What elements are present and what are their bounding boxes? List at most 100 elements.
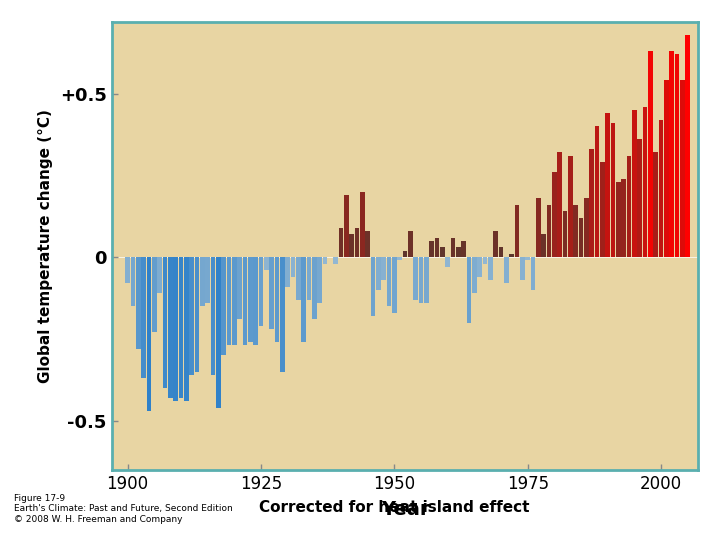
Bar	[526, 257, 530, 260]
Bar	[435, 238, 439, 257]
Bar	[621, 179, 626, 257]
Bar	[312, 257, 317, 319]
Bar	[654, 152, 658, 257]
Bar	[440, 247, 445, 257]
Bar	[552, 172, 557, 257]
Bar	[419, 257, 423, 303]
Bar	[189, 257, 194, 375]
Bar	[355, 228, 359, 257]
Bar	[685, 35, 690, 257]
Bar	[338, 228, 343, 257]
Bar	[659, 120, 663, 257]
Bar	[382, 257, 386, 280]
Bar	[584, 198, 589, 257]
Bar	[200, 257, 204, 306]
Bar	[408, 231, 413, 257]
Bar	[472, 257, 477, 293]
Bar	[643, 107, 647, 257]
Bar	[136, 257, 140, 349]
Bar	[349, 234, 354, 257]
Bar	[451, 238, 455, 257]
Bar	[158, 257, 162, 293]
Bar	[680, 80, 685, 257]
Bar	[291, 257, 295, 277]
Bar	[616, 182, 621, 257]
Bar	[216, 257, 220, 408]
Bar	[125, 257, 130, 284]
Bar	[365, 231, 370, 257]
Bar	[184, 257, 189, 401]
Bar	[205, 257, 210, 303]
Bar	[446, 257, 450, 267]
Bar	[333, 257, 338, 264]
Bar	[482, 257, 487, 264]
Bar	[211, 257, 215, 375]
Bar	[664, 80, 669, 257]
Bar	[168, 257, 173, 398]
Bar	[174, 257, 178, 401]
Bar	[648, 51, 652, 257]
Bar	[568, 156, 572, 257]
Bar	[152, 257, 156, 333]
Bar	[376, 257, 381, 290]
Bar	[248, 257, 253, 342]
Text: Figure 17-9
Earth's Climate: Past and Future, Second Edition
© 2008 W. H. Freema: Figure 17-9 Earth's Climate: Past and Fu…	[14, 494, 233, 524]
Bar	[318, 257, 322, 303]
Bar	[493, 231, 498, 257]
Bar	[221, 257, 226, 355]
Bar	[670, 51, 674, 257]
Bar	[238, 257, 242, 319]
Bar	[397, 257, 402, 260]
Bar	[579, 218, 583, 257]
Bar	[392, 257, 397, 313]
Bar	[462, 241, 466, 257]
Bar	[258, 257, 264, 326]
Bar	[387, 257, 391, 306]
Bar	[179, 257, 183, 398]
Bar	[541, 234, 546, 257]
Bar	[563, 211, 567, 257]
Bar	[307, 257, 311, 300]
Bar	[510, 254, 514, 257]
Bar	[557, 152, 562, 257]
Bar	[675, 55, 680, 257]
Bar	[424, 257, 428, 303]
Bar	[531, 257, 535, 290]
Bar	[280, 257, 284, 372]
Bar	[590, 149, 594, 257]
X-axis label: Year: Year	[381, 500, 429, 518]
Bar	[323, 257, 328, 264]
Bar	[302, 257, 306, 342]
Bar	[520, 257, 525, 280]
Bar	[515, 205, 519, 257]
Bar	[456, 247, 461, 257]
Bar	[573, 205, 578, 257]
Bar	[269, 257, 274, 329]
Bar	[264, 257, 269, 270]
Bar	[344, 195, 348, 257]
Bar	[595, 126, 599, 257]
Bar	[371, 257, 375, 316]
Bar	[243, 257, 247, 346]
Bar	[637, 139, 642, 257]
Bar	[467, 257, 472, 322]
Bar	[606, 113, 610, 257]
Bar	[141, 257, 146, 378]
Bar	[360, 192, 364, 257]
Bar	[253, 257, 258, 346]
Y-axis label: Global temperature change (°C): Global temperature change (°C)	[38, 109, 53, 383]
Bar	[402, 251, 408, 257]
Bar	[285, 257, 290, 287]
Bar	[477, 257, 482, 277]
Bar	[546, 205, 552, 257]
Bar	[600, 163, 605, 257]
Bar	[275, 257, 279, 342]
Bar	[504, 257, 508, 284]
Bar	[147, 257, 151, 411]
Bar	[227, 257, 231, 346]
Bar	[130, 257, 135, 306]
Bar	[194, 257, 199, 372]
Bar	[163, 257, 167, 388]
Bar	[632, 110, 636, 257]
Bar	[627, 156, 631, 257]
